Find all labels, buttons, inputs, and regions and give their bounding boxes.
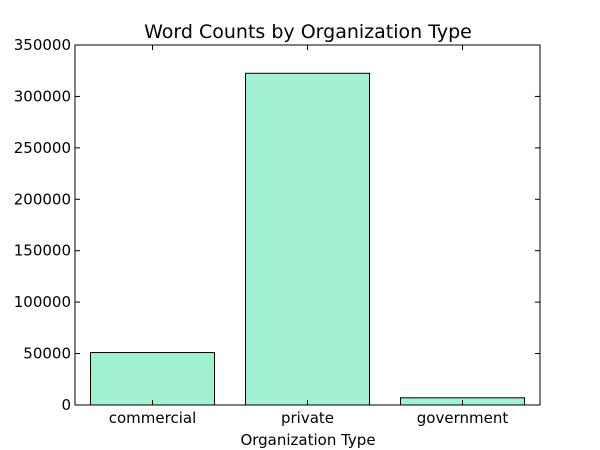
y-tick-label: 0 [61, 396, 71, 414]
bar-commercial [90, 352, 215, 406]
y-tick-label: 200000 [14, 190, 71, 208]
y-tick-label: 150000 [14, 242, 71, 260]
tick-labels-layer: commercial private government 0 50000 100000 1… [14, 36, 509, 427]
y-tick-label: 50000 [23, 345, 71, 363]
x-axis-label: Organization Type [240, 431, 375, 449]
bar-private [245, 72, 370, 406]
plot-frame [74, 44, 541, 406]
x-tick-label: commercial [109, 409, 197, 427]
y-tick-label: 350000 [14, 36, 71, 54]
x-tick-label: government [417, 409, 509, 427]
y-tick-label: 100000 [14, 293, 71, 311]
y-tick-label: 250000 [14, 139, 71, 157]
bars-layer [90, 72, 525, 406]
y-tick-label: 300000 [14, 87, 71, 105]
x-tick-label: private [281, 409, 334, 427]
chart-title: Word Counts by Organization Type [144, 21, 472, 43]
